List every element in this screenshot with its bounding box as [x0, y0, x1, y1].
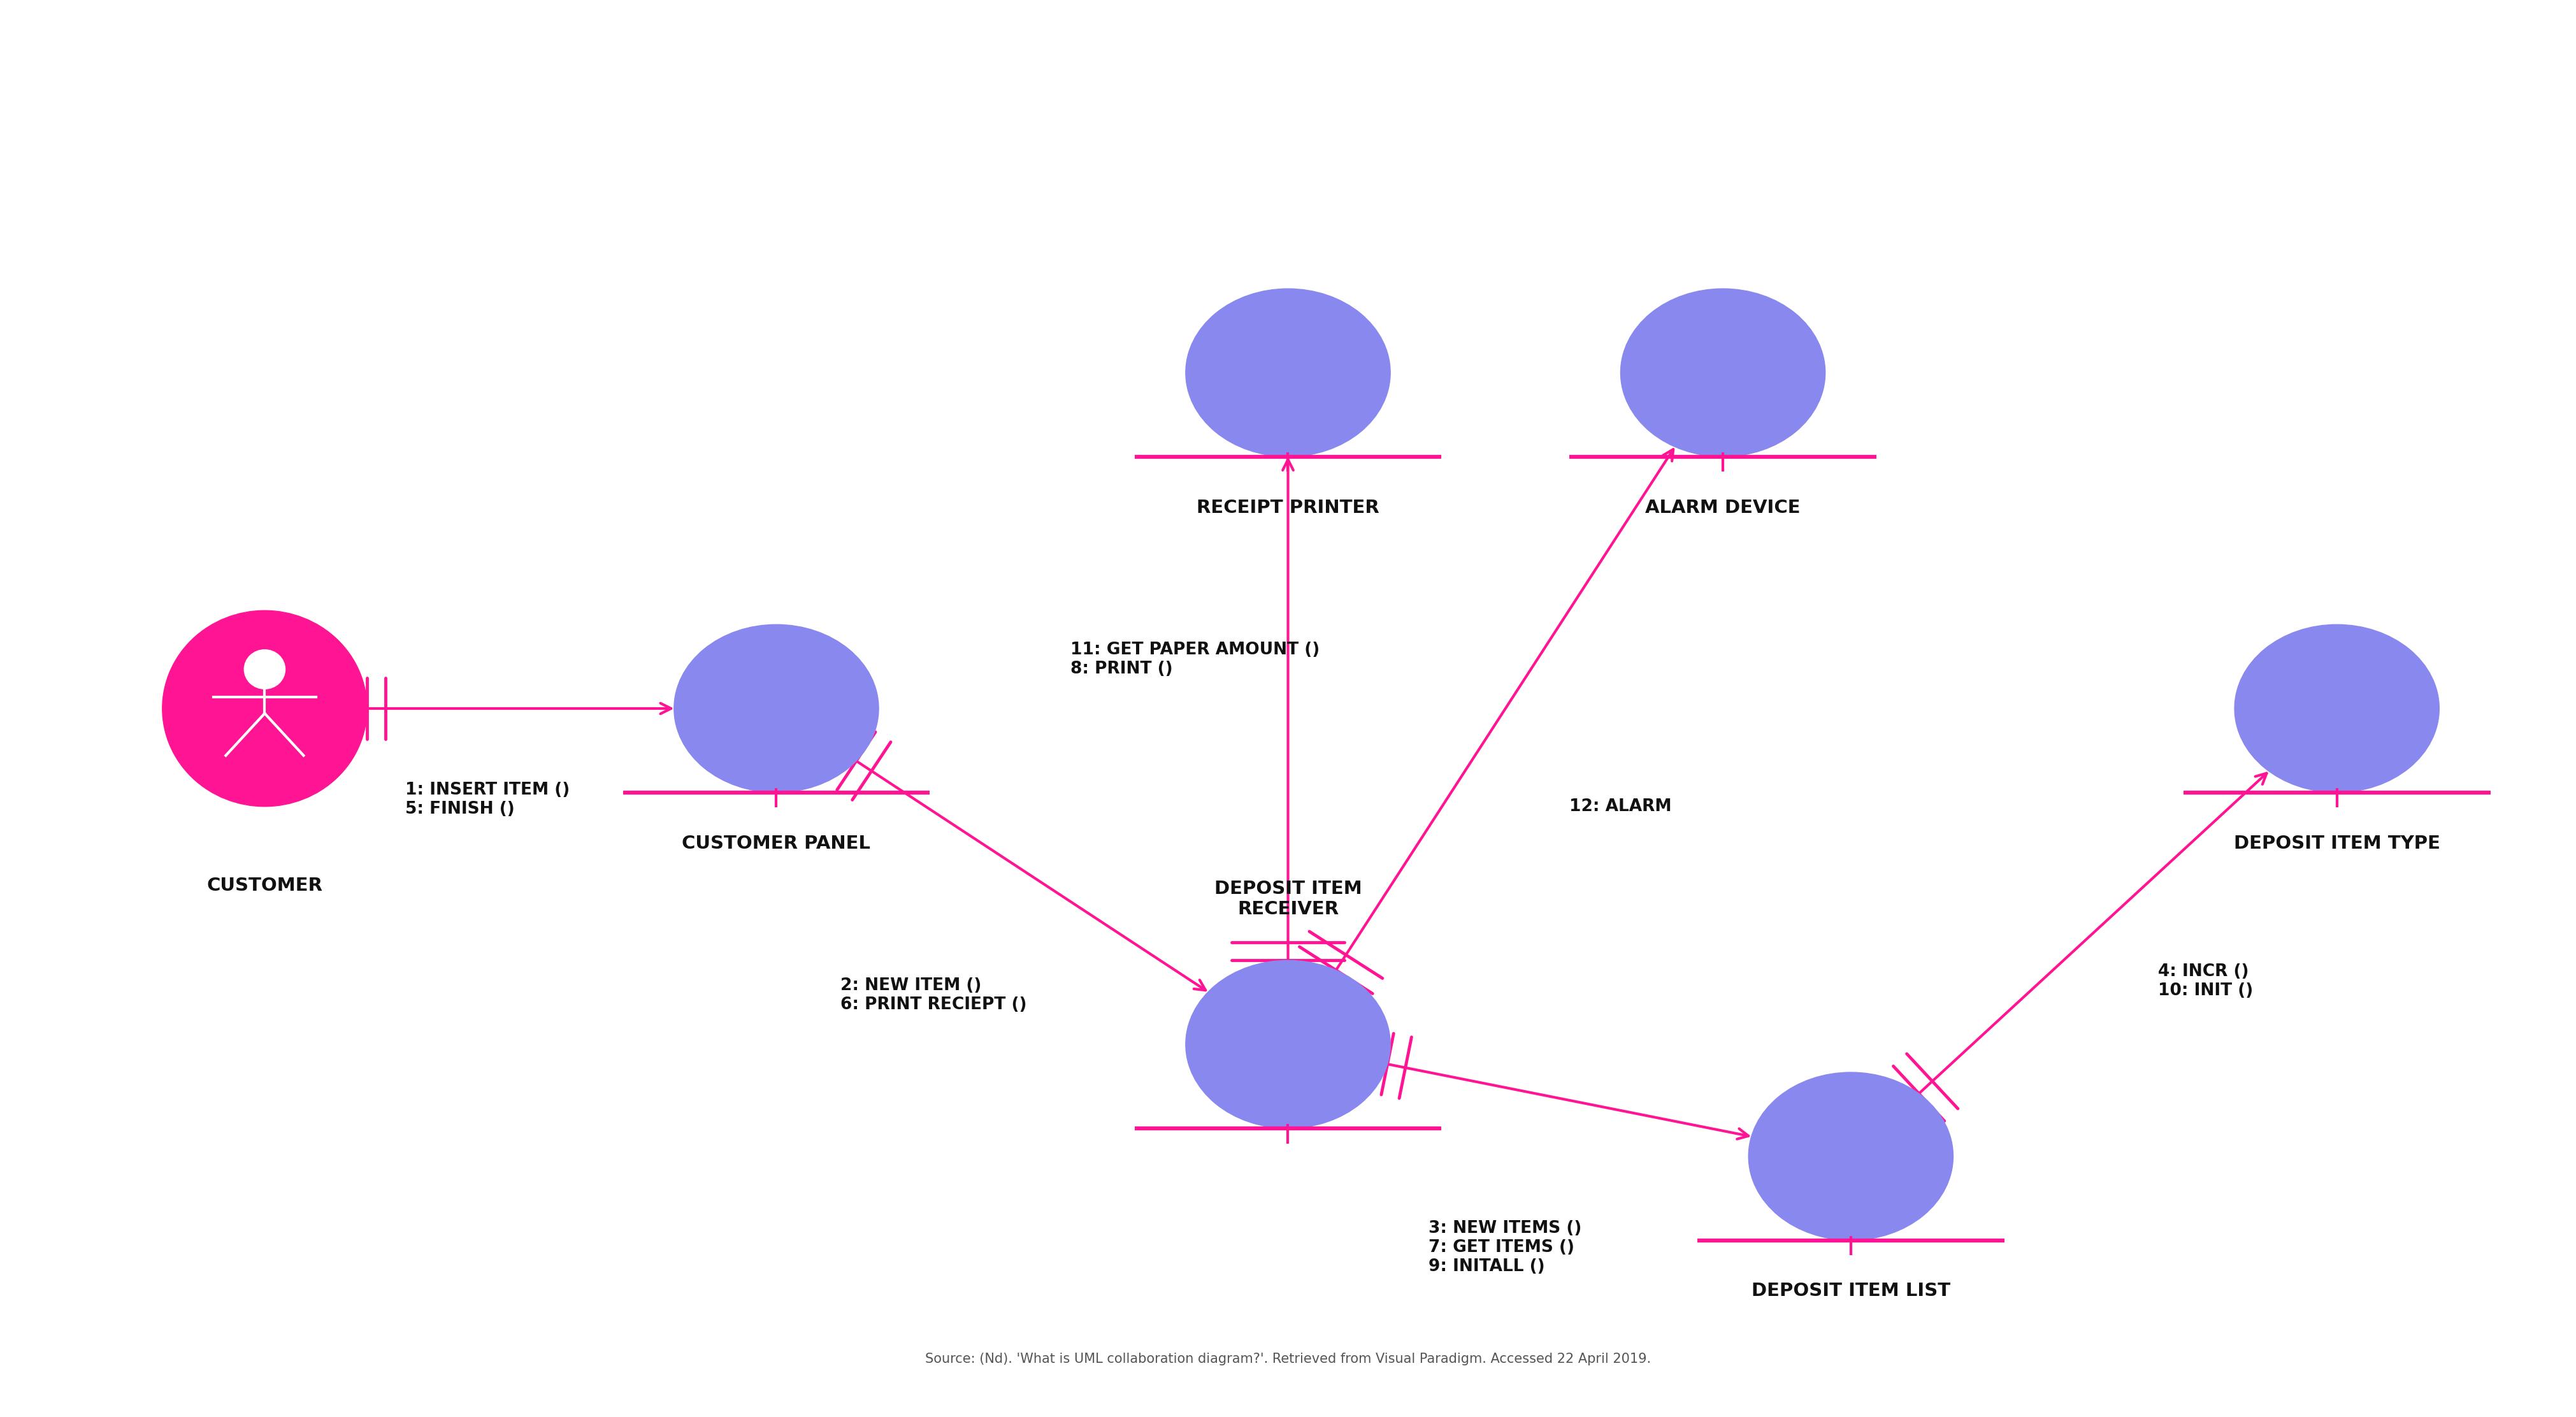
Ellipse shape — [1185, 289, 1391, 456]
Text: 2: NEW ITEM ()
6: PRINT RECIEPT (): 2: NEW ITEM () 6: PRINT RECIEPT () — [840, 978, 1028, 1013]
Text: Source: (Nd). 'What is UML collaboration diagram?'. Retrieved from Visual Paradi: Source: (Nd). 'What is UML collaboration… — [925, 1353, 1651, 1366]
Text: 4: INCR ()
10: INIT (): 4: INCR () 10: INIT () — [2159, 964, 2254, 999]
Text: 11: GET PAPER AMOUNT ()
8: PRINT (): 11: GET PAPER AMOUNT () 8: PRINT () — [1072, 642, 1319, 677]
Text: DEPOSIT ITEM
RECEIVER: DEPOSIT ITEM RECEIVER — [1213, 880, 1363, 918]
Ellipse shape — [162, 611, 366, 806]
Text: DEPOSIT ITEM TYPE: DEPOSIT ITEM TYPE — [2233, 835, 2439, 852]
Ellipse shape — [675, 625, 878, 792]
Text: RECEIPT PRINTER: RECEIPT PRINTER — [1198, 499, 1378, 516]
Text: 12: ALARM: 12: ALARM — [1569, 798, 1672, 815]
Text: 3: NEW ITEMS ()
7: GET ITEMS ()
9: INITALL (): 3: NEW ITEMS () 7: GET ITEMS () 9: INITA… — [1430, 1220, 1582, 1275]
Ellipse shape — [245, 650, 286, 689]
Ellipse shape — [1185, 961, 1391, 1128]
Text: ALARM DEVICE: ALARM DEVICE — [1646, 499, 1801, 516]
Text: 1: INSERT ITEM ()
5: FINISH (): 1: INSERT ITEM () 5: FINISH () — [404, 782, 569, 818]
Text: CUSTOMER: CUSTOMER — [206, 877, 322, 894]
Ellipse shape — [1749, 1073, 1953, 1240]
Text: CUSTOMER PANEL: CUSTOMER PANEL — [683, 835, 871, 852]
Ellipse shape — [1620, 289, 1826, 456]
Ellipse shape — [2233, 625, 2439, 792]
Text: DEPOSIT ITEM LIST: DEPOSIT ITEM LIST — [1752, 1282, 1950, 1299]
